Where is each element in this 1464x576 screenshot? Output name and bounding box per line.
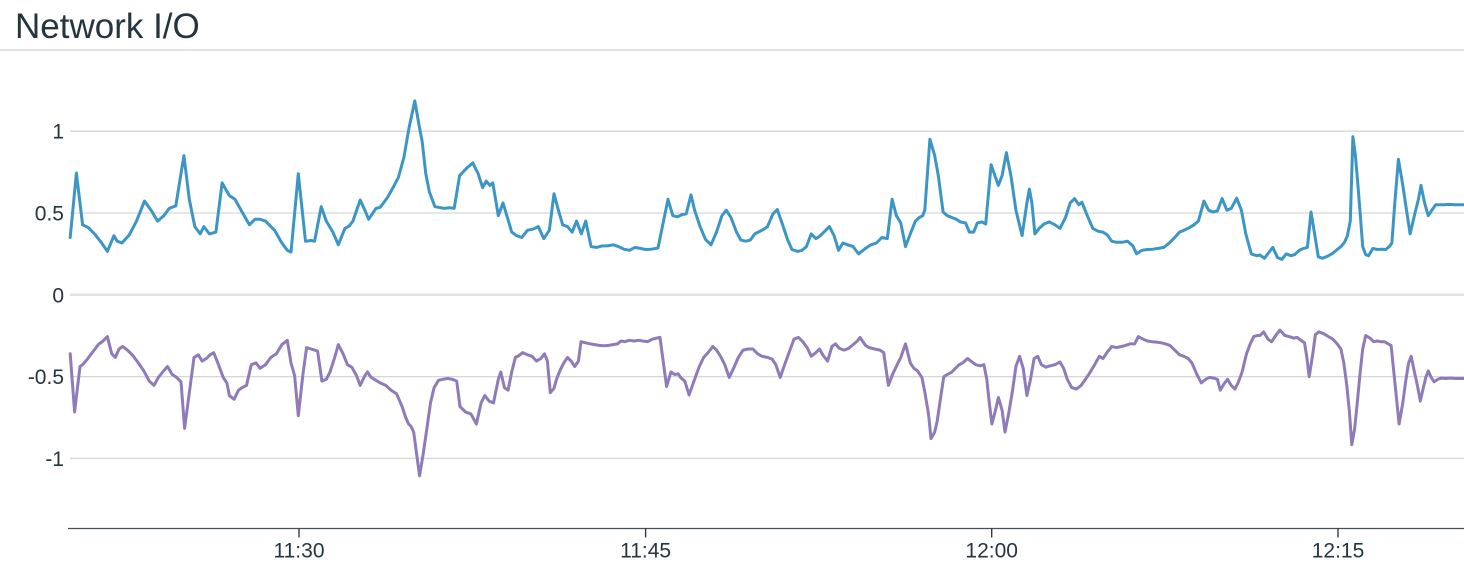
svg-text:1: 1 [52,121,64,144]
svg-text:0: 0 [52,284,64,307]
svg-text:11:45: 11:45 [620,540,671,563]
svg-text:12:00: 12:00 [965,540,1018,563]
svg-text:0.5: 0.5 [35,203,64,226]
svg-text:11:30: 11:30 [274,540,325,563]
svg-text:12:15: 12:15 [1312,540,1365,563]
svg-text:-0.5: -0.5 [28,366,64,389]
svg-text:-1: -1 [45,448,64,471]
